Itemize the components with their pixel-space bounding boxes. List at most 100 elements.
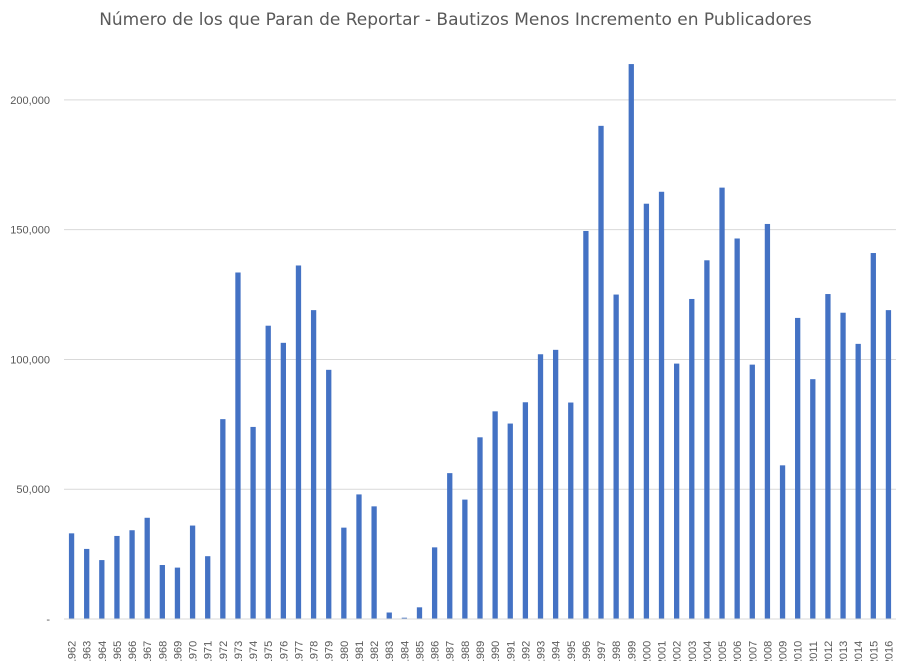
x-tick-label: 1969 xyxy=(172,641,184,661)
bar-1982 xyxy=(371,506,377,619)
bar-1969 xyxy=(174,567,181,619)
bar-2006 xyxy=(734,238,740,619)
bar-1987 xyxy=(447,473,453,619)
x-tick-label: 1998 xyxy=(611,641,623,661)
bar-2011 xyxy=(810,379,816,619)
x-tick-label: 1983 xyxy=(384,641,396,661)
x-tick-label: 2008 xyxy=(762,641,774,661)
bar-1996 xyxy=(583,230,589,619)
x-tick-label: 2005 xyxy=(717,641,729,661)
x-tick-label: 1992 xyxy=(520,641,532,661)
x-tick-label: 1971 xyxy=(203,641,215,661)
x-tick-label: 1990 xyxy=(490,641,502,661)
x-tick-label: 1975 xyxy=(263,641,275,661)
x-tick-label: 1962 xyxy=(67,641,79,661)
x-tick-label: 1993 xyxy=(536,641,548,661)
bar-2004 xyxy=(704,260,710,619)
bar-2005 xyxy=(719,187,725,620)
bar-2012 xyxy=(825,294,831,619)
x-tick-label: 1991 xyxy=(505,641,517,661)
x-tick-label: 1987 xyxy=(445,641,457,661)
y-tick-label: 100,000 xyxy=(10,354,50,366)
bar-1976 xyxy=(280,342,286,619)
x-tick-label: 2015 xyxy=(868,641,880,661)
bar-1967 xyxy=(144,517,150,619)
bar-2013 xyxy=(840,312,846,619)
bar-1993 xyxy=(537,354,544,619)
bars xyxy=(68,64,892,620)
bar-1997 xyxy=(598,125,604,619)
x-tick-label: 2003 xyxy=(687,641,699,661)
bar-1970 xyxy=(189,525,196,619)
x-tick-label: 1968 xyxy=(157,641,169,661)
bar-1962 xyxy=(68,533,75,619)
bar-1999 xyxy=(628,64,634,620)
bar-2016 xyxy=(885,310,892,619)
bar-2009 xyxy=(779,465,786,619)
bar-1973 xyxy=(235,272,241,619)
bar-1981 xyxy=(356,494,362,619)
x-tick-label: 1982 xyxy=(369,641,381,661)
bar-2003 xyxy=(689,298,695,619)
bar-1972 xyxy=(220,419,226,619)
bar-2008 xyxy=(764,223,771,619)
x-tick-label: 1979 xyxy=(324,641,336,661)
x-tick-label: 1972 xyxy=(218,641,230,661)
x-tick-label: 2006 xyxy=(732,641,744,661)
bar-1978 xyxy=(310,310,317,619)
bar-1979 xyxy=(326,369,332,619)
x-tick-label: 2011 xyxy=(808,641,820,661)
bar-1980 xyxy=(341,527,347,619)
x-tick-label: 2000 xyxy=(641,641,653,661)
x-tick-label: 1999 xyxy=(626,641,638,661)
bar-2007 xyxy=(749,364,755,619)
x-tick-label: 2002 xyxy=(672,641,684,661)
x-tick-label: 1978 xyxy=(309,641,321,661)
x-tick-label: 1985 xyxy=(414,641,426,661)
bar-1985 xyxy=(416,607,423,619)
x-tick-label: 1995 xyxy=(566,641,578,661)
bar-1974 xyxy=(250,426,256,619)
x-tick-label: 2013 xyxy=(838,641,850,661)
x-tick-label: 2014 xyxy=(853,641,865,661)
bar-2014 xyxy=(855,343,861,619)
bar-2010 xyxy=(795,317,801,619)
bar-1988 xyxy=(462,499,468,619)
x-tick-label: 1981 xyxy=(354,641,366,661)
x-tick-label: 1984 xyxy=(399,641,411,661)
bar-2002 xyxy=(674,363,680,619)
x-tick-label: 2007 xyxy=(747,641,759,661)
x-tick-label: 1976 xyxy=(278,641,290,661)
bar-1977 xyxy=(295,265,302,619)
bar-1983 xyxy=(386,612,392,619)
bar-1994 xyxy=(552,349,559,619)
x-tick-label: 2009 xyxy=(778,641,790,661)
x-tick-label: 2004 xyxy=(702,641,714,661)
bar-1966 xyxy=(129,530,135,619)
y-tick-label: 150,000 xyxy=(10,225,50,237)
bar-1971 xyxy=(205,556,211,619)
bar-1984 xyxy=(401,617,408,619)
x-tick-label: 1967 xyxy=(142,641,154,661)
x-tick-label: 2016 xyxy=(883,641,895,661)
chart-title: Número de los que Paran de Reportar - Ba… xyxy=(99,10,812,30)
bar-1968 xyxy=(159,565,165,619)
bar-2000 xyxy=(643,203,650,619)
x-tick-label: 1989 xyxy=(475,641,487,661)
x-tick-label: 1988 xyxy=(460,641,472,661)
x-tick-label: 1964 xyxy=(97,641,109,661)
x-tick-label: 1963 xyxy=(82,641,94,661)
x-tick-label: 1994 xyxy=(551,641,563,661)
x-tick-label: 1977 xyxy=(293,641,305,661)
bar-1998 xyxy=(613,294,619,619)
bar-1991 xyxy=(507,423,513,619)
bar-1986 xyxy=(431,547,438,619)
x-tick-label: 1980 xyxy=(339,641,351,661)
y-tick-label: 50,000 xyxy=(16,484,50,496)
bar-1965 xyxy=(114,535,120,619)
bar-1989 xyxy=(477,437,483,619)
bar-1963 xyxy=(84,548,90,619)
x-tick-label: 1973 xyxy=(233,641,245,661)
bar-2015 xyxy=(870,253,876,619)
